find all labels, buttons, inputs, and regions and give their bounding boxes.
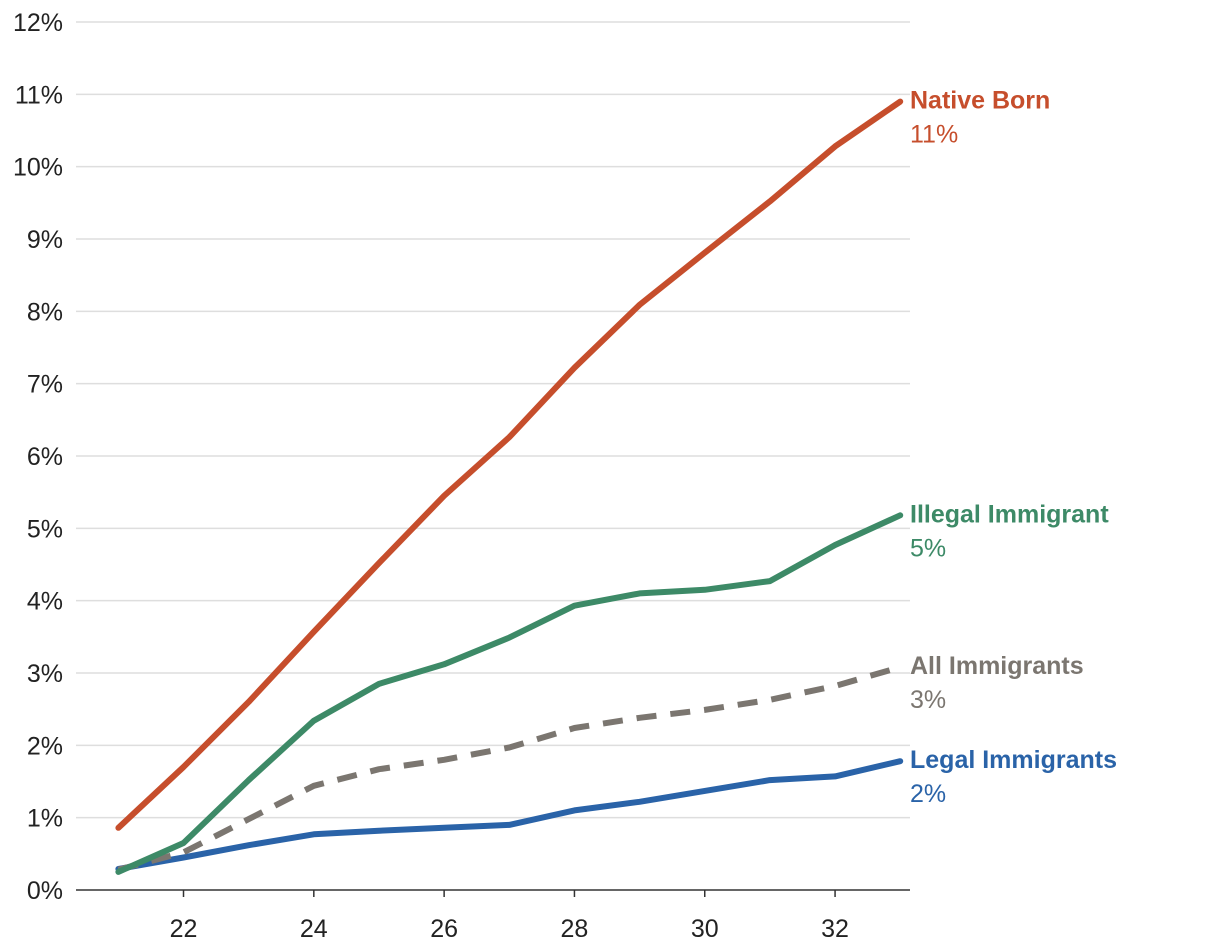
x-tick-label: 32 xyxy=(821,915,849,943)
x-tick-label: 26 xyxy=(430,915,458,943)
x-tick-label: 28 xyxy=(561,915,589,943)
x-axis: 22 24 26 28 30 32 xyxy=(76,889,910,943)
x-tick-label: 24 xyxy=(300,915,328,943)
x-tick-label: 22 xyxy=(170,915,198,943)
y-tick-label: 2% xyxy=(27,732,63,760)
series-value-legal-immigrants: 2% xyxy=(910,780,946,808)
y-tick-label: 12% xyxy=(13,9,63,37)
y-tick-label: 9% xyxy=(27,226,63,254)
series-value-native-born: 11% xyxy=(910,121,958,149)
x-tick-label: 30 xyxy=(691,915,719,943)
y-tick-label: 4% xyxy=(27,588,63,616)
y-tick-label: 10% xyxy=(13,154,63,182)
y-tick-label: 6% xyxy=(27,443,63,471)
y-tick-label: 1% xyxy=(27,805,63,833)
series-value-all-immigrants: 3% xyxy=(910,686,946,714)
series-lines xyxy=(115,98,904,875)
series-line-illegal-immigrant xyxy=(115,512,904,875)
y-tick-label: 7% xyxy=(27,371,63,399)
y-tick-label: 8% xyxy=(27,298,63,326)
y-axis: 0% 1% 2% 3% 4% 5% 6% 7% 8% 9% 10% 11% 12% xyxy=(13,9,63,905)
series-value-illegal-immigrant: 5% xyxy=(910,534,946,562)
series-line-legal-immigrants xyxy=(115,758,904,872)
series-label-native-born: Native Born xyxy=(910,87,1050,115)
y-tick-label: 11% xyxy=(15,81,63,109)
y-tick-label: 3% xyxy=(27,660,63,688)
y-tick-label: 0% xyxy=(27,877,63,905)
gridlines xyxy=(76,21,910,819)
series-line-all-immigrants xyxy=(117,664,902,873)
series-label-illegal-immigrant: Illegal Immigrant xyxy=(910,500,1109,528)
series-label-all-immigrants: All Immigrants xyxy=(910,652,1084,680)
series-line-native-born xyxy=(115,98,904,831)
series-labels: Native Born 11% Illegal Immigrant 5% All Imm… xyxy=(910,87,1117,809)
y-tick-label: 5% xyxy=(27,515,63,543)
series-label-legal-immigrants: Legal Immigrants xyxy=(910,746,1117,774)
